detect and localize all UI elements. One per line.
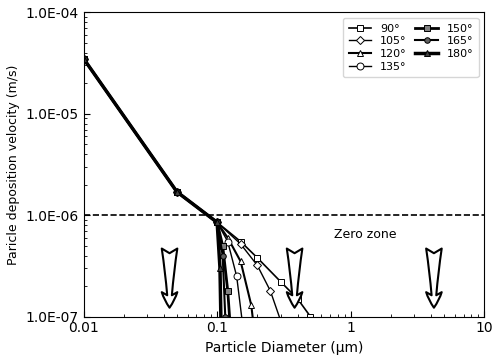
165° <box>174 190 180 194</box>
90° <box>308 315 314 319</box>
135° <box>174 190 180 194</box>
90° <box>294 296 300 301</box>
120° <box>248 303 254 307</box>
90° <box>327 341 333 345</box>
180° <box>80 56 86 61</box>
105° <box>238 242 244 246</box>
Line: 180°: 180° <box>81 56 226 362</box>
Line: 105°: 105° <box>81 56 314 362</box>
90° <box>278 280 284 284</box>
105° <box>80 56 86 61</box>
90° <box>335 353 341 357</box>
Line: 150°: 150° <box>81 56 239 362</box>
90° <box>254 256 260 260</box>
105° <box>268 289 274 293</box>
90° <box>174 190 180 194</box>
120° <box>254 355 260 359</box>
150° <box>230 355 235 359</box>
150° <box>224 289 230 293</box>
105° <box>174 190 180 194</box>
165° <box>222 315 228 319</box>
90° <box>80 56 86 61</box>
Text: Zero zone: Zero zone <box>334 228 396 241</box>
105° <box>214 220 220 224</box>
120° <box>238 259 244 264</box>
135° <box>234 274 239 278</box>
180° <box>214 220 220 224</box>
180° <box>217 266 223 270</box>
90° <box>214 220 220 224</box>
X-axis label: Particle Diameter (μm): Particle Diameter (μm) <box>204 341 363 355</box>
135° <box>242 337 248 341</box>
Line: 120°: 120° <box>81 56 266 362</box>
150° <box>174 190 180 194</box>
165° <box>214 220 220 224</box>
Y-axis label: Paricle deposition velocity (m/s): Paricle deposition velocity (m/s) <box>7 64 20 265</box>
135° <box>80 56 86 61</box>
120° <box>224 236 230 240</box>
105° <box>278 319 284 324</box>
180° <box>174 190 180 194</box>
120° <box>174 190 180 194</box>
90° <box>238 239 244 244</box>
135° <box>214 220 220 224</box>
Line: 90°: 90° <box>81 56 394 362</box>
165° <box>220 253 226 258</box>
135° <box>224 239 230 244</box>
90° <box>318 327 324 332</box>
120° <box>80 56 86 61</box>
Legend: 90°, 105°, 120°, 135°, 150°, 165°, 180°: 90°, 105°, 120°, 135°, 150°, 165°, 180° <box>343 18 478 77</box>
Line: 165°: 165° <box>81 56 231 362</box>
105° <box>287 361 293 362</box>
150° <box>214 220 220 224</box>
150° <box>220 244 226 248</box>
150° <box>80 56 86 61</box>
120° <box>214 220 220 224</box>
165° <box>80 56 86 61</box>
Line: 135°: 135° <box>80 55 254 362</box>
105° <box>254 263 260 268</box>
